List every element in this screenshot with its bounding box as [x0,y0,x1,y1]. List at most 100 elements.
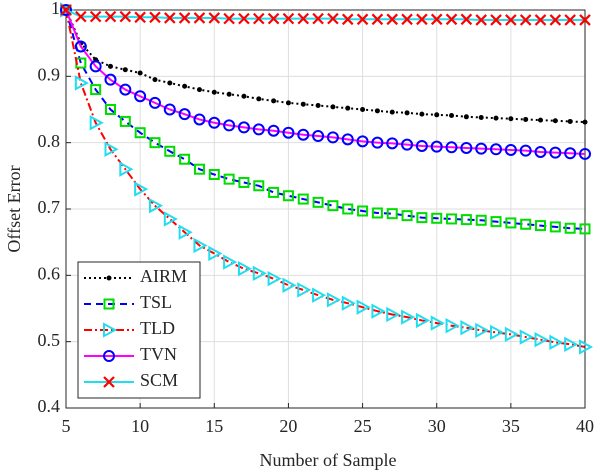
marker [267,12,280,25]
marker [582,119,588,125]
marker [106,275,112,281]
marker [285,100,291,106]
marker [342,203,354,215]
y-tick-label: 0.8 [38,131,61,151]
marker [226,91,232,97]
marker [552,118,558,124]
marker [505,14,517,26]
marker [75,10,87,23]
x-axis-label: Number of Sample [260,450,397,470]
marker [238,176,250,188]
marker [182,83,188,89]
marker [193,113,206,126]
x-tick-label: 20 [279,416,297,436]
marker [193,163,205,175]
marker [505,217,517,229]
marker [415,312,430,329]
marker [534,14,547,26]
series-line [65,9,586,230]
marker [104,73,117,86]
x-tick-label: 35 [502,416,520,436]
marker [134,90,147,103]
marker [89,60,102,73]
x-tick-label: 30 [428,416,446,436]
marker [208,169,220,181]
marker [103,376,115,388]
marker [386,208,398,220]
marker [297,193,309,205]
marker [103,322,118,338]
marker [193,237,208,254]
x-tick-label: 15 [205,416,223,436]
marker [208,12,221,24]
y-axis-label: Offset Error [4,165,24,252]
marker [119,161,134,177]
marker [460,320,475,336]
marker [163,211,178,227]
marker [223,12,235,25]
marker [149,137,161,149]
marker [223,173,235,185]
marker [386,13,399,26]
marker [389,109,395,115]
marker [434,112,440,118]
marker [89,10,102,23]
marker [312,130,325,143]
marker [460,214,472,226]
marker [445,13,458,26]
marker [549,14,562,26]
legend-label: SCM [140,370,178,390]
marker [256,96,262,102]
marker [345,105,351,111]
marker [460,13,473,26]
x-tick-label: 25 [354,416,372,436]
marker [549,334,564,351]
marker [208,245,223,262]
marker [74,75,89,91]
x-tick-label: 10 [131,416,149,436]
y-tick-label: 0.5 [38,330,61,350]
y-tick-label: 0.7 [38,197,61,217]
marker [268,186,280,198]
marker [330,104,336,110]
x-tick-label: 40 [576,416,594,436]
marker [431,212,443,224]
marker [460,141,473,154]
marker [74,40,87,53]
marker [149,11,161,24]
marker [523,116,529,122]
marker [475,214,487,226]
marker [341,295,356,311]
y-tick-label: 1 [51,0,60,18]
marker [567,118,573,124]
marker [137,70,143,76]
marker [475,14,487,26]
marker [282,277,297,293]
series-line [65,9,586,155]
marker [164,12,176,24]
marker [223,119,236,132]
marker [430,140,443,153]
marker [415,139,428,152]
marker [208,116,221,129]
marker [504,326,519,343]
marker [90,84,102,96]
marker [549,146,562,159]
marker [445,141,458,154]
marker [252,123,265,136]
marker [134,11,146,24]
marker [357,205,369,217]
legend-label: TLD [140,318,175,338]
marker [475,142,488,155]
marker [490,324,505,341]
marker [508,116,514,122]
marker [122,67,128,73]
marker [119,10,132,23]
marker [252,12,265,25]
marker [504,143,517,156]
marker [267,124,280,137]
marker [119,115,131,127]
marker [271,98,277,104]
marker [341,13,354,26]
